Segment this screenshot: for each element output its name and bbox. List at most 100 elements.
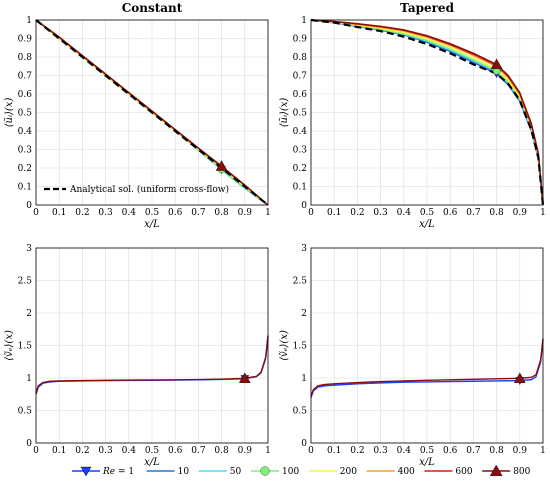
y-tick-label: 0.5 — [293, 109, 308, 119]
x-tick-label: 0.2 — [350, 446, 364, 456]
x-axis-label: x/L — [144, 457, 160, 468]
series-line-800 — [310, 19, 544, 206]
panel-legend: Analytical sol. (uniform cross-flow) — [44, 184, 229, 195]
series-markers — [490, 58, 503, 79]
x-tick-label: 0.9 — [513, 208, 528, 218]
legend-marker — [80, 466, 92, 477]
x-axis-label: x/L — [144, 219, 160, 230]
grid-lines — [310, 247, 544, 444]
series-line-analytical-sol-uniform-cross-flow- — [35, 19, 269, 206]
series-markers — [513, 372, 526, 386]
x-axis-label: x/L — [419, 219, 435, 230]
x-tick-label: 0.6 — [443, 208, 458, 218]
x-tick-label: 0.3 — [98, 208, 113, 218]
legend-label: 600 — [455, 467, 472, 477]
series-lines — [35, 335, 269, 395]
y-axis-label: ⟨ṽₑ⟩(x) — [279, 330, 290, 361]
x-tick-label: 0.2 — [350, 208, 364, 218]
y-tick-label: 2.5 — [18, 277, 33, 287]
x-tick-label: 0.2 — [75, 446, 89, 456]
y-axis-label: ⟨ũᵢ⟩(x) — [279, 98, 290, 128]
x-tick-label: 0.2 — [75, 208, 89, 218]
series-line-re-1 — [310, 338, 544, 398]
y-tick-label: 2 — [26, 309, 32, 319]
x-tick-label: 0.4 — [122, 208, 137, 218]
legend-label: 100 — [282, 467, 299, 477]
x-tick-label: 0.6 — [168, 446, 183, 456]
x-tick-label: 0.5 — [420, 446, 435, 456]
y-tick-label: 3 — [26, 244, 32, 254]
marker-800 — [215, 160, 228, 171]
legend-label-analytical: Analytical sol. (uniform cross-flow) — [69, 184, 229, 195]
bottom-legend: Re = 1 10 50 100 200 400 600 800 — [72, 464, 531, 477]
x-tick-label: 0.7 — [191, 446, 206, 456]
x-tick-label: 0 — [33, 208, 39, 218]
legend-label: Re = 1 — [102, 467, 134, 477]
marker-800 — [490, 58, 503, 70]
x-tick-label: 1 — [265, 446, 271, 456]
x-axis-label: x/L — [419, 457, 435, 468]
x-tick-label: 0 — [33, 446, 39, 456]
x-tick-label: 0.6 — [168, 208, 183, 218]
y-axis-label: ⟨ṽₑ⟩(x) — [4, 330, 15, 361]
x-tick-label: 0.5 — [145, 446, 160, 456]
plot-frame — [35, 247, 269, 444]
chart-panel-3: 0 0.1 0.2 0.3 0.4 0.5 0.6 0.7 0.8 0.9 1 0 0.5 1 1.5 2 2.… — [4, 244, 271, 468]
y-axis-label: ⟨ũᵢ⟩(x) — [4, 98, 15, 128]
x-tick-label: 0.1 — [327, 208, 341, 218]
y-tick-label: 0.3 — [18, 146, 33, 156]
y-tick-label: 0.2 — [293, 164, 307, 174]
y-tick-label: 0 — [26, 201, 32, 211]
x-tick-label: 0.3 — [98, 446, 113, 456]
y-tick-label: 3 — [301, 244, 307, 254]
y-tick-label: 0.4 — [18, 127, 33, 137]
x-tick-label: 0.7 — [466, 208, 481, 218]
y-tick-label: 0 — [301, 201, 307, 211]
y-tick-label: 1 — [26, 374, 32, 384]
x-tick-label: 0 — [308, 446, 314, 456]
x-tick-label: 0 — [308, 208, 314, 218]
x-tick-label: 0.5 — [145, 208, 160, 218]
y-tick-label: 0.1 — [293, 183, 307, 193]
series-markers — [238, 372, 251, 384]
y-tick-label: 0.5 — [18, 407, 33, 417]
x-tick-label: 0.8 — [214, 208, 229, 218]
series-line-analytical — [310, 18, 545, 206]
y-tick-label: 0.9 — [18, 35, 33, 45]
y-tick-label: 1 — [26, 16, 32, 26]
y-tick-label: 0.9 — [293, 35, 308, 45]
tick-labels: 0 0.1 0.2 0.3 0.4 0.5 0.6 0.7 0.8 0.9 1 0 0.5 1 1.5 2 2.… — [18, 244, 271, 456]
x-tick-label: 0.6 — [443, 446, 458, 456]
x-tick-label: 0.3 — [373, 446, 388, 456]
y-tick-label: 0.3 — [293, 146, 308, 156]
y-tick-label: 0.5 — [18, 109, 33, 119]
x-tick-label: 0.9 — [238, 208, 253, 218]
y-tick-label: 0.8 — [293, 53, 308, 63]
legend-label: 10 — [178, 467, 190, 477]
y-tick-label: 0 — [26, 439, 32, 449]
series-line-800 — [310, 338, 544, 397]
series-lines — [35, 19, 269, 206]
panel-title: Tapered — [400, 1, 455, 15]
x-tick-label: 0.4 — [397, 446, 412, 456]
x-tick-label: 0.9 — [513, 446, 528, 456]
legend-marker — [260, 466, 270, 476]
y-tick-label: 1.5 — [293, 342, 308, 352]
series-line-800 — [35, 19, 269, 206]
grid-lines — [35, 247, 269, 444]
chart-panel-4: 0 0.1 0.2 0.3 0.4 0.5 0.6 0.7 0.8 0.9 1 0 0.5 1 1.5 2 2.… — [279, 244, 546, 468]
marker-800 — [513, 372, 526, 383]
y-tick-label: 0.6 — [18, 90, 33, 100]
tick-labels: 0 0.1 0.2 0.3 0.4 0.5 0.6 0.7 0.8 0.9 1 0 0.5 1 1.5 2 2.… — [293, 244, 546, 456]
x-tick-label: 0.8 — [214, 446, 229, 456]
y-tick-label: 0.7 — [18, 72, 33, 82]
legend-label: 50 — [230, 467, 242, 477]
x-tick-label: 0.8 — [489, 446, 504, 456]
x-tick-label: 0.8 — [489, 208, 504, 218]
y-tick-label: 0.1 — [18, 183, 32, 193]
x-tick-label: 1 — [540, 446, 546, 456]
y-tick-label: 2 — [301, 309, 307, 319]
y-tick-label: 0.5 — [293, 407, 308, 417]
x-tick-label: 0.4 — [122, 446, 137, 456]
